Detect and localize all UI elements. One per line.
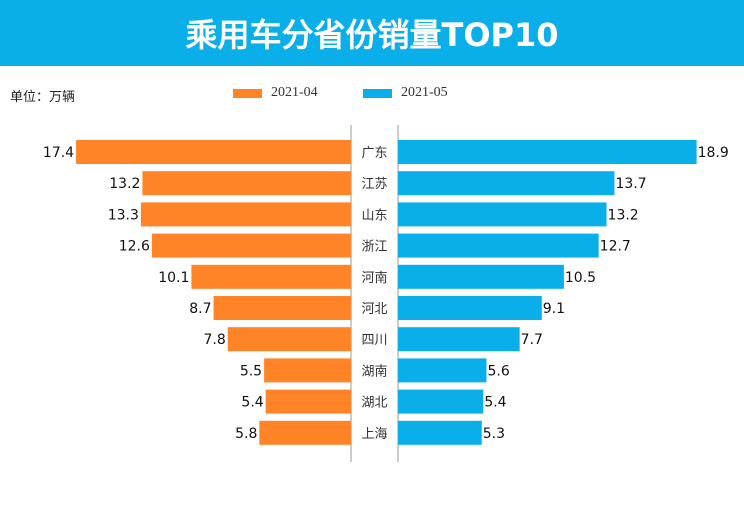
- value-label-2021-05: 5.6: [487, 363, 509, 379]
- bar-2021-05-湖南: [398, 358, 487, 383]
- legend-label-2021-05: 2021-05: [401, 85, 448, 100]
- legend-label-2021-04: 2021-04: [271, 85, 318, 100]
- category-label: 四川: [361, 333, 387, 348]
- category-label: 湖南: [361, 363, 387, 379]
- bar-2021-04-浙江: [151, 233, 351, 258]
- value-label-2021-05: 5.3: [483, 426, 505, 442]
- category-label: 广东: [361, 146, 387, 161]
- category-label: 上海: [361, 427, 387, 442]
- legend-swatch-2021-04: [233, 88, 262, 98]
- value-label-2021-05: 18.9: [698, 145, 729, 161]
- value-label-2021-04: 17.4: [43, 145, 74, 161]
- bar-2021-04-山东: [140, 202, 351, 227]
- value-label-2021-04: 8.7: [189, 301, 211, 317]
- bar-2021-04-河北: [213, 296, 351, 320]
- category-label: 河南: [361, 270, 387, 286]
- value-label-2021-05: 9.1: [543, 301, 565, 317]
- value-label-2021-04: 5.5: [240, 363, 262, 379]
- category-label: 河北: [361, 302, 387, 317]
- bar-2021-05-上海: [398, 420, 482, 445]
- bar-2021-05-广东: [398, 140, 697, 164]
- bar-2021-04-四川: [227, 327, 351, 352]
- title-banner: 乘用车分省份销量TOP10: [0, 0, 744, 66]
- value-label-2021-04: 13.2: [109, 176, 140, 192]
- value-label-2021-04: 12.6: [119, 239, 150, 255]
- unit-label: 单位：万辆: [10, 90, 76, 105]
- value-label-2021-05: 7.7: [521, 332, 543, 348]
- bar-2021-05-江苏: [398, 171, 615, 196]
- bar-2021-05-河南: [398, 264, 564, 289]
- value-label-2021-05: 5.4: [484, 395, 506, 411]
- category-label: 湖北: [361, 396, 387, 411]
- value-label-2021-05: 13.2: [608, 207, 639, 223]
- bar-2021-04-湖南: [264, 358, 351, 383]
- bar-2021-05-四川: [398, 327, 520, 352]
- bar-2021-04-上海: [259, 420, 351, 445]
- value-label-2021-04: 10.1: [158, 270, 189, 286]
- bar-2021-05-浙江: [398, 233, 599, 258]
- bar-2021-04-河南: [191, 264, 351, 289]
- bar-2021-04-湖北: [265, 389, 351, 414]
- value-label-2021-05: 12.7: [600, 239, 631, 255]
- value-label-2021-05: 13.7: [615, 176, 646, 192]
- bar-2021-05-湖北: [398, 389, 484, 414]
- category-label: 浙江: [361, 240, 387, 255]
- legend-item-2021-05: 2021-05: [363, 84, 448, 102]
- value-label-2021-04: 13.3: [108, 207, 139, 223]
- bar-2021-04-广东: [76, 140, 351, 164]
- value-label-2021-04: 5.8: [235, 426, 257, 442]
- value-label-2021-04: 5.4: [241, 395, 263, 411]
- category-label: 江苏: [361, 176, 387, 192]
- chart-title: 乘用车分省份销量TOP10: [185, 16, 559, 54]
- category-label: 山东: [361, 208, 387, 223]
- value-label-2021-05: 10.5: [565, 270, 596, 286]
- bar-2021-05-山东: [398, 202, 607, 227]
- bar-2021-04-江苏: [142, 171, 351, 196]
- bar-2021-05-河北: [398, 296, 542, 320]
- value-label-2021-04: 7.8: [203, 332, 225, 348]
- legend-swatch-2021-05: [363, 88, 392, 98]
- legend-item-2021-04: 2021-04: [233, 84, 318, 102]
